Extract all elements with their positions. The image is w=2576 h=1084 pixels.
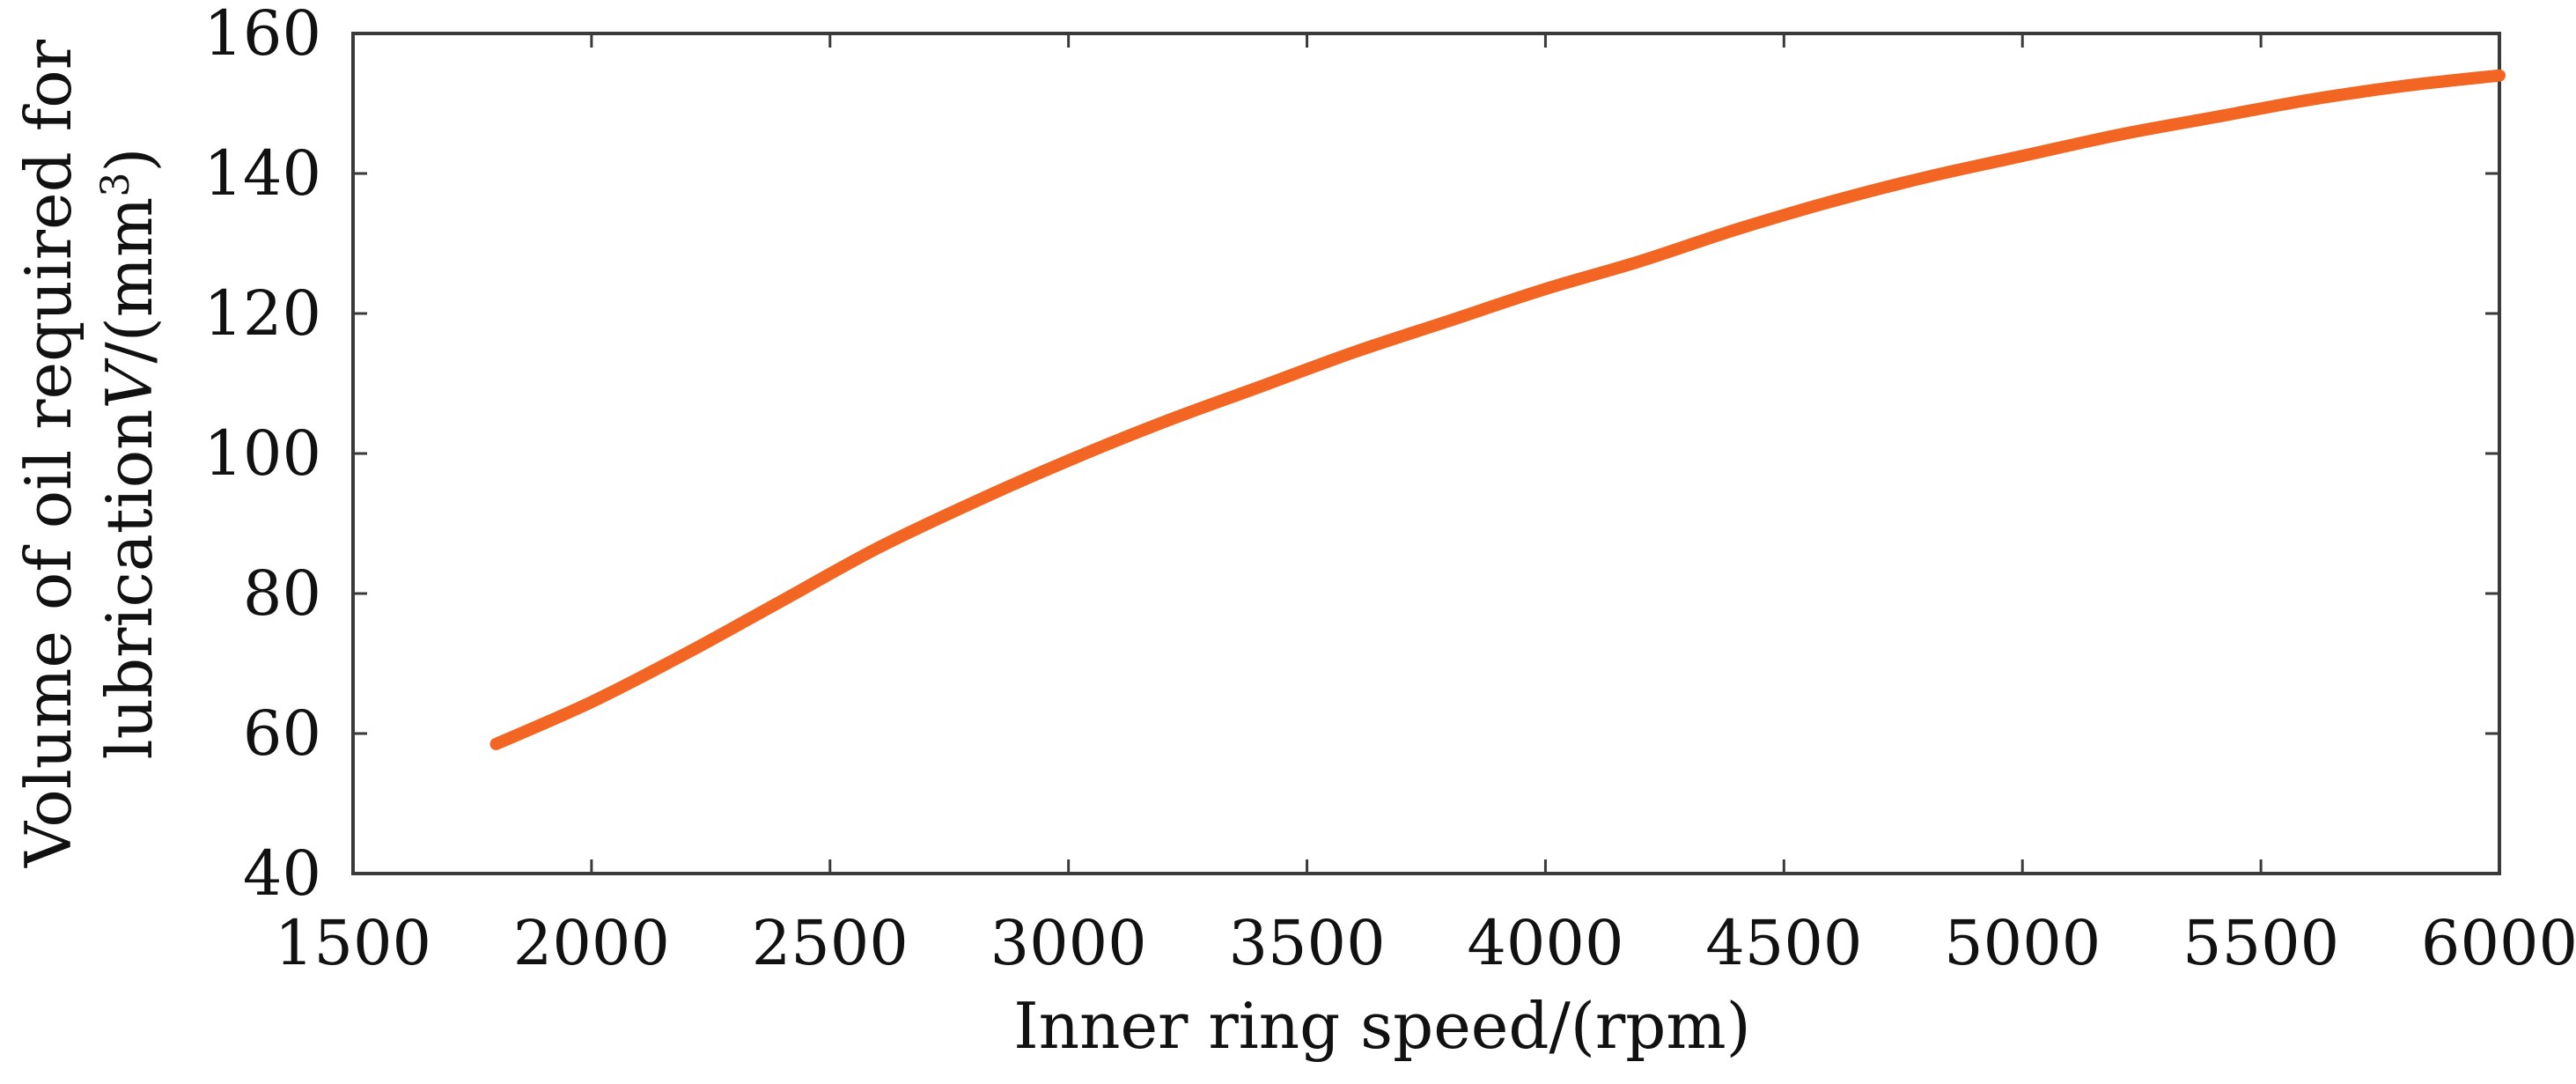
y-axis-label-superscript: 3: [93, 173, 138, 197]
y-axis-label-prefix: lubrication: [92, 409, 166, 760]
x-tick-label: 2000: [513, 907, 670, 979]
x-axis-label: Inner ring speed/(rpm): [1013, 989, 1750, 1063]
axis-ticks: [351, 32, 2501, 875]
y-axis-label-line2: lubricationV/(mm3): [92, 148, 166, 760]
x-tick-label: 1500: [275, 907, 431, 979]
x-tick-label: 5500: [2182, 907, 2339, 979]
x-tick-label: 3000: [990, 907, 1147, 979]
x-tick-label: 5000: [1944, 907, 2101, 979]
y-tick-label: 80: [243, 557, 321, 630]
y-axis-label-unit: /(mm: [92, 197, 166, 364]
y-tick-label: 60: [243, 697, 321, 770]
tick-labels: 1500 2000 2500 3000 3500 4000 4500 5000 5500 6000…: [203, 0, 2576, 979]
y-tick-label: 160: [203, 0, 321, 70]
y-axis-label-close: ): [92, 148, 166, 173]
x-tick-label: 3500: [1228, 907, 1385, 979]
y-axis-label-variable: V: [92, 358, 166, 409]
y-axis-label: Volume of oil required for lubricationV/…: [11, 39, 166, 868]
x-tick-label: 6000: [2421, 907, 2576, 979]
y-axis-label-line1: Volume of oil required for: [11, 39, 85, 868]
y-tick-label: 140: [203, 137, 321, 210]
x-tick-label: 4500: [1705, 907, 1862, 979]
series-layer: [489, 69, 2506, 750]
y-tick-label: 40: [243, 837, 321, 910]
x-tick-label: 4000: [1467, 907, 1623, 979]
plot-frame: [351, 32, 2501, 875]
series-line: [489, 69, 2506, 750]
x-tick-label: 2500: [752, 907, 909, 979]
y-tick-label: 100: [203, 417, 321, 490]
y-tick-label: 120: [203, 277, 321, 350]
